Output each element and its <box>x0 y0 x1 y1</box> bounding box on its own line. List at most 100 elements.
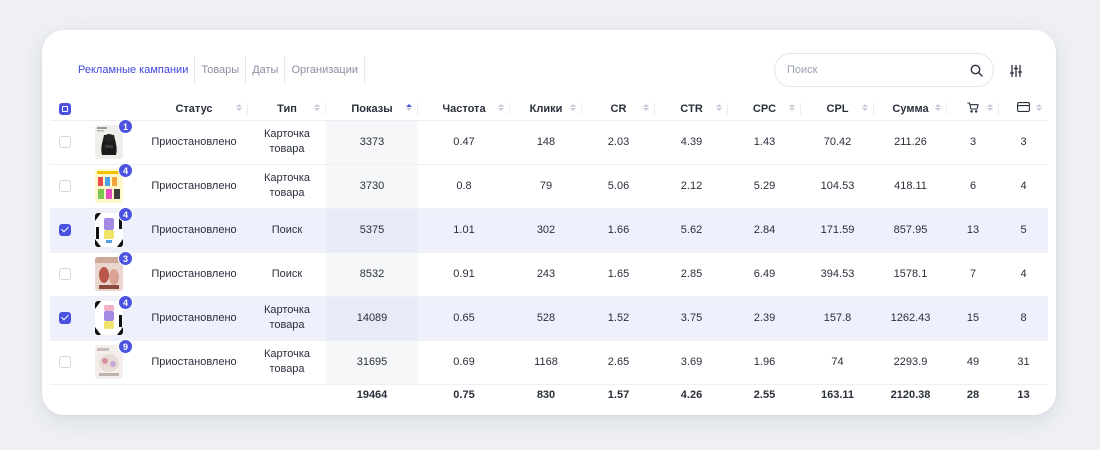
cpc-cell: 2.39 <box>728 296 801 341</box>
cpl-cell: 70.42 <box>801 120 874 165</box>
row-checkbox[interactable] <box>59 268 71 281</box>
product-thumbnail[interactable]: 9 <box>95 339 133 379</box>
orders-cell: 31 <box>999 340 1048 385</box>
sum-cell: 418.11 <box>874 164 947 209</box>
row-checkbox[interactable] <box>59 180 71 193</box>
frequency-cell: 1.01 <box>418 208 510 253</box>
table-row[interactable]: 4 Приостановлено Карточка товара 3730 0.… <box>50 163 1048 209</box>
sum-cell: 1578.1 <box>874 252 947 297</box>
table-row[interactable]: 3 Приостановлено Поиск 8532 0.91 243 1.6… <box>50 251 1048 297</box>
campaigns-table: Статус Тип Показы Частота Клики CR CTR C… <box>50 98 1048 406</box>
sliders-icon[interactable] <box>1008 63 1024 79</box>
variants-count-badge: 9 <box>118 339 133 354</box>
header-carts[interactable] <box>947 98 999 121</box>
shows-cell: 3373 <box>326 120 418 165</box>
shows-cell: 31695 <box>326 340 418 385</box>
variants-count-badge: 4 <box>118 207 133 222</box>
variants-count-badge: 4 <box>118 163 133 178</box>
total-cpl: 163.11 <box>820 389 855 402</box>
tab-organizations[interactable]: Организации <box>285 56 366 84</box>
header-sum[interactable]: Сумма <box>874 98 947 121</box>
cpl-cell: 394.53 <box>801 252 874 297</box>
ctr-cell: 2.85 <box>655 252 728 297</box>
header-ctr[interactable]: CTR <box>655 98 728 121</box>
ctr-cell: 3.69 <box>655 340 728 385</box>
header-type[interactable]: Тип <box>248 98 326 121</box>
frequency-cell: 0.91 <box>418 252 510 297</box>
type-cell: Карточка товара <box>248 340 326 385</box>
table-row[interactable]: 9 Приостановлено Карточка товара 31695 0… <box>50 339 1048 385</box>
sum-cell: 857.95 <box>874 208 947 253</box>
orders-cell: 3 <box>999 120 1048 165</box>
orders-cell: 4 <box>999 164 1048 209</box>
sort-icon[interactable] <box>716 104 722 111</box>
header-cpl[interactable]: CPL <box>801 98 874 121</box>
sort-icon[interactable] <box>935 104 941 111</box>
cpc-cell: 2.84 <box>728 208 801 253</box>
product-thumbnail[interactable]: 3 <box>95 251 133 291</box>
ctr-cell: 4.39 <box>655 120 728 165</box>
sort-asc-icon[interactable] <box>406 104 412 111</box>
cart-icon <box>967 102 979 116</box>
product-thumbnail[interactable]: 4 <box>95 295 133 335</box>
total-frequency: 0.75 <box>453 389 475 402</box>
table-row[interactable]: 1 Приостановлено Карточка товара 3373 0.… <box>50 119 1048 165</box>
total-cr: 1.57 <box>607 389 630 402</box>
row-checkbox[interactable] <box>59 136 71 149</box>
sort-icon[interactable] <box>862 104 868 111</box>
table-row[interactable]: 4 Приостановлено Поиск 5375 1.01 302 1.6… <box>50 207 1048 253</box>
type-cell: Поиск <box>248 208 326 253</box>
type-cell: Поиск <box>248 252 326 297</box>
carts-cell: 6 <box>947 164 999 209</box>
table-row[interactable]: 4 Приостановлено Карточка товара 14089 0… <box>50 295 1048 341</box>
type-cell: Карточка товара <box>248 120 326 165</box>
orders-cell: 8 <box>999 296 1048 341</box>
header-cpc[interactable]: CPC <box>728 98 801 121</box>
clicks-cell: 148 <box>510 120 582 165</box>
status-cell: Приостановлено <box>140 252 248 297</box>
sort-icon[interactable] <box>570 104 576 111</box>
total-shows: 19464 <box>356 389 388 402</box>
select-all-checkbox[interactable] <box>59 102 71 115</box>
campaigns-panel: Рекламные кампании Товары Даты Организац… <box>42 30 1056 415</box>
cpl-cell: 157.8 <box>801 296 874 341</box>
frequency-cell: 0.65 <box>418 296 510 341</box>
header-shows[interactable]: Показы <box>326 98 418 121</box>
row-checkbox[interactable] <box>59 312 71 325</box>
sort-icon[interactable] <box>643 104 649 111</box>
shows-cell: 14089 <box>326 296 418 341</box>
header-frequency[interactable]: Частота <box>418 98 510 121</box>
header-status[interactable]: Статус <box>140 98 248 121</box>
status-cell: Приостановлено <box>140 208 248 253</box>
sort-icon[interactable] <box>1036 104 1042 111</box>
frequency-cell: 0.47 <box>418 120 510 165</box>
product-thumbnail[interactable]: 4 <box>95 163 133 203</box>
total-clicks: 830 <box>536 389 556 402</box>
carts-cell: 49 <box>947 340 999 385</box>
sort-icon[interactable] <box>789 104 795 111</box>
tab-products[interactable]: Товары <box>195 56 247 84</box>
search-icon[interactable] <box>969 63 983 77</box>
product-thumbnail[interactable]: 1 <box>95 119 133 159</box>
header-clicks[interactable]: Клики <box>510 98 582 121</box>
row-checkbox[interactable] <box>59 356 71 369</box>
shows-cell: 5375 <box>326 208 418 253</box>
sort-icon[interactable] <box>498 104 504 111</box>
total-carts: 28 <box>966 389 980 402</box>
sort-icon[interactable] <box>987 104 993 111</box>
ctr-cell: 2.12 <box>655 164 728 209</box>
header-orders[interactable] <box>999 98 1048 121</box>
cpc-cell: 1.43 <box>728 120 801 165</box>
tab-campaigns[interactable]: Рекламные кампании <box>78 56 196 84</box>
sort-icon[interactable] <box>236 104 242 111</box>
sort-icon[interactable] <box>314 104 320 111</box>
orders-cell: 4 <box>999 252 1048 297</box>
row-checkbox[interactable] <box>59 224 71 237</box>
frequency-cell: 0.8 <box>418 164 510 209</box>
variants-count-badge: 4 <box>118 295 133 310</box>
clicks-cell: 1168 <box>510 340 582 385</box>
search-input[interactable] <box>787 64 969 76</box>
tab-dates[interactable]: Даты <box>246 56 286 84</box>
header-cr[interactable]: CR <box>582 98 655 121</box>
product-thumbnail[interactable]: 4 <box>95 207 133 247</box>
